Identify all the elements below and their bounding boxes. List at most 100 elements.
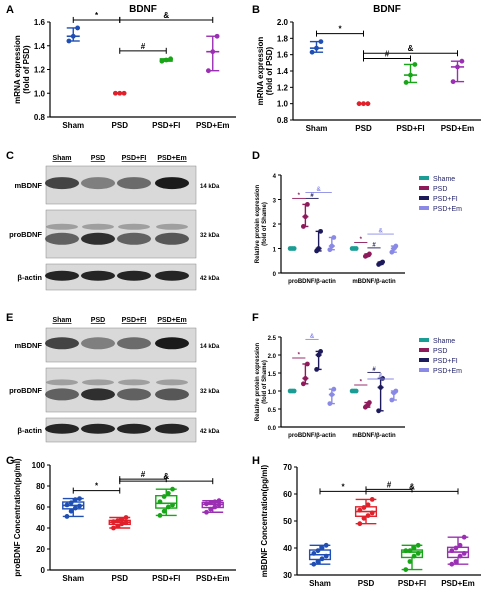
box-group xyxy=(389,388,399,403)
significance-symbol: & xyxy=(378,374,383,380)
y-tick-label: 2.0 xyxy=(268,354,277,360)
data-point xyxy=(361,505,367,510)
y-tick-label: 40 xyxy=(36,524,45,533)
protein-label: mBDNF xyxy=(15,341,43,350)
blot-band xyxy=(81,177,115,190)
blot-band xyxy=(82,223,114,230)
protein-label: β-actin xyxy=(17,426,42,435)
data-point xyxy=(314,367,320,372)
y-axis-label: proBDNF Concentration(pg/ml) xyxy=(13,458,22,577)
x-tick-label: PSD xyxy=(112,574,129,583)
box-group xyxy=(309,39,324,55)
data-point xyxy=(123,520,129,526)
x-tick-label: PSD+Em xyxy=(196,574,230,583)
legend-label: PSD+FI xyxy=(433,196,458,203)
legend-swatch xyxy=(419,358,429,362)
panel-label-b: B xyxy=(252,4,260,16)
box-group xyxy=(314,228,324,254)
data-point xyxy=(212,504,218,510)
x-tick-label: PSD+FI xyxy=(396,124,424,133)
y-tick-label: 1.4 xyxy=(277,67,289,76)
box-group xyxy=(62,496,85,519)
blot-band xyxy=(155,270,189,281)
box-group xyxy=(287,388,297,394)
data-point xyxy=(212,499,218,505)
y-tick-label: 1 xyxy=(273,248,277,254)
blot-band xyxy=(155,423,189,434)
blot-band xyxy=(117,177,151,190)
data-point xyxy=(304,202,310,207)
data-point xyxy=(68,500,74,506)
legend-swatch xyxy=(419,348,429,352)
data-point xyxy=(115,518,121,524)
data-point xyxy=(311,551,317,556)
blot-band xyxy=(45,337,79,350)
data-point xyxy=(327,247,333,253)
y-axis-label: mBDNF Concentration(pg/ml) xyxy=(260,464,269,577)
data-point xyxy=(318,228,324,234)
legend-swatch xyxy=(419,206,429,210)
significance-symbol: & xyxy=(378,229,383,235)
protein-label: mBDNF xyxy=(15,181,43,190)
data-point xyxy=(408,72,413,78)
significance-symbol: * xyxy=(338,25,342,34)
chart-b: 0.8 1.0 1.2 1.4 1.6 1.8 2.0 mRNA expression (fol… xyxy=(256,4,481,133)
data-point xyxy=(366,400,372,405)
data-point xyxy=(206,68,211,74)
data-point xyxy=(457,542,463,548)
data-point xyxy=(302,376,308,381)
significance-symbol: * xyxy=(95,11,99,20)
data-point xyxy=(300,224,306,229)
data-point xyxy=(369,497,375,502)
x-tick-label: proBDNF/β-actin xyxy=(288,433,336,439)
data-point xyxy=(309,49,315,55)
legend-swatch xyxy=(419,368,429,372)
significance-symbol: * xyxy=(298,193,301,199)
box-group xyxy=(403,62,418,85)
legend-swatch xyxy=(419,186,429,190)
blot-band xyxy=(117,423,151,434)
data-point xyxy=(457,553,463,559)
data-point xyxy=(315,559,321,564)
data-point xyxy=(163,57,169,63)
box-group xyxy=(354,497,378,527)
significance-symbol: & xyxy=(310,334,315,340)
x-tick-label: mBDNF/β-actin xyxy=(352,279,396,285)
data-point xyxy=(411,553,417,559)
blot-band xyxy=(46,379,78,386)
y-tick-label: 100 xyxy=(32,461,46,470)
y-tick-label: 2 xyxy=(273,223,277,229)
y-tick-label: 0.5 xyxy=(268,408,277,414)
box-group xyxy=(389,243,399,255)
data-point xyxy=(366,251,372,257)
y-axis-label: (fold of PSD) xyxy=(265,46,274,95)
lane-header: Sham xyxy=(52,155,71,162)
y-axis-label: (fold of Shame) xyxy=(262,360,268,404)
protein-label: proBDNF xyxy=(9,230,42,239)
y-axis-label: mRNA expression xyxy=(13,35,22,104)
data-point xyxy=(77,496,82,501)
data-point xyxy=(461,534,467,540)
data-point xyxy=(157,513,163,518)
y-axis-label: mRNA expression xyxy=(256,37,265,106)
data-point xyxy=(210,49,216,55)
data-point xyxy=(365,101,371,107)
data-point xyxy=(356,101,362,107)
data-point xyxy=(113,90,118,96)
data-point xyxy=(365,513,371,518)
legend-swatch xyxy=(419,176,429,180)
significance-symbol: * xyxy=(298,353,301,359)
legend-label: Shame xyxy=(433,176,455,183)
data-point xyxy=(111,525,116,531)
legend-swatch xyxy=(419,338,429,342)
blot-band xyxy=(155,177,189,190)
kda-label: 42 kDa xyxy=(200,276,220,282)
blot-band xyxy=(45,423,79,434)
data-point xyxy=(453,545,459,551)
protein-label: β-actin xyxy=(17,273,42,282)
legend-label: PSD+Em xyxy=(433,368,462,375)
chart-title: BDNF xyxy=(129,4,157,15)
blot-band xyxy=(81,337,115,350)
box-group xyxy=(287,246,297,251)
y-tick-label: 1.0 xyxy=(268,390,277,396)
